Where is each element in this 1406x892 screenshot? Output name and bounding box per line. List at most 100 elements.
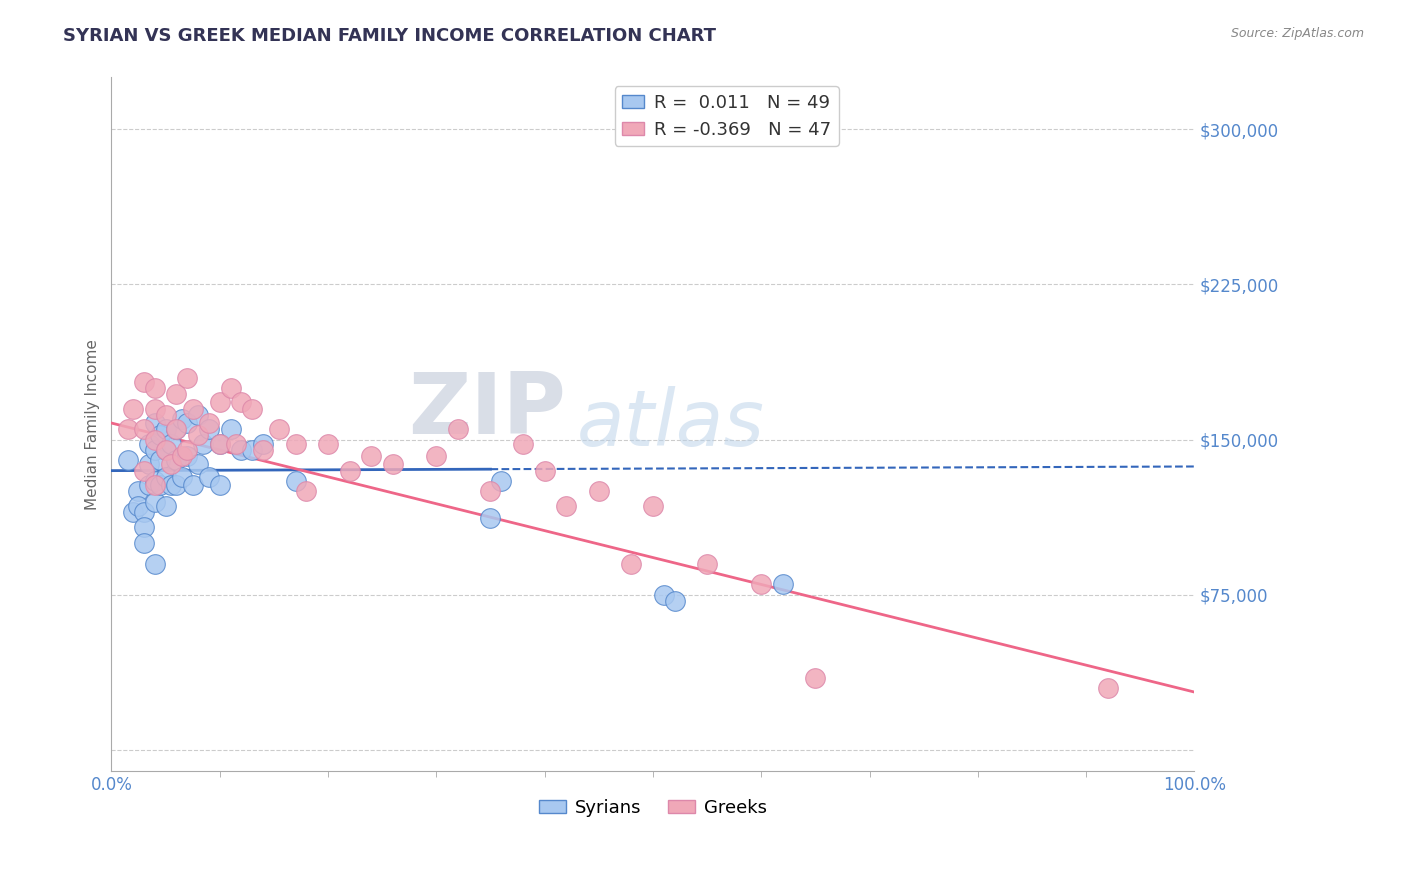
Point bbox=[588, 484, 610, 499]
Point bbox=[219, 422, 242, 436]
Point bbox=[122, 401, 145, 416]
Point bbox=[176, 416, 198, 430]
Legend: Syrians, Greeks: Syrians, Greeks bbox=[531, 791, 775, 824]
Point bbox=[155, 442, 177, 457]
Point bbox=[360, 449, 382, 463]
Point bbox=[117, 453, 139, 467]
Point bbox=[284, 474, 307, 488]
Point bbox=[122, 505, 145, 519]
Point bbox=[176, 370, 198, 384]
Point bbox=[143, 433, 166, 447]
Point bbox=[143, 557, 166, 571]
Point bbox=[664, 594, 686, 608]
Point bbox=[127, 499, 149, 513]
Point bbox=[208, 395, 231, 409]
Point bbox=[149, 453, 172, 467]
Text: ZIP: ZIP bbox=[409, 368, 567, 451]
Point bbox=[143, 442, 166, 457]
Y-axis label: Median Family Income: Median Family Income bbox=[86, 339, 100, 509]
Point bbox=[219, 381, 242, 395]
Point bbox=[240, 442, 263, 457]
Point bbox=[225, 436, 247, 450]
Text: Source: ZipAtlas.com: Source: ZipAtlas.com bbox=[1230, 27, 1364, 40]
Text: SYRIAN VS GREEK MEDIAN FAMILY INCOME CORRELATION CHART: SYRIAN VS GREEK MEDIAN FAMILY INCOME COR… bbox=[63, 27, 716, 45]
Point bbox=[176, 442, 198, 457]
Point bbox=[447, 422, 470, 436]
Point bbox=[696, 557, 718, 571]
Point bbox=[181, 401, 204, 416]
Point bbox=[132, 464, 155, 478]
Point bbox=[295, 484, 318, 499]
Point bbox=[160, 478, 183, 492]
Point bbox=[284, 436, 307, 450]
Point bbox=[772, 577, 794, 591]
Point bbox=[165, 387, 187, 401]
Point bbox=[143, 416, 166, 430]
Point bbox=[155, 442, 177, 457]
Point bbox=[749, 577, 772, 591]
Point bbox=[176, 449, 198, 463]
Point bbox=[149, 478, 172, 492]
Point bbox=[240, 401, 263, 416]
Point bbox=[165, 478, 187, 492]
Point bbox=[170, 470, 193, 484]
Point bbox=[533, 464, 555, 478]
Point bbox=[165, 422, 187, 436]
Point bbox=[641, 499, 664, 513]
Point bbox=[143, 401, 166, 416]
Point bbox=[160, 436, 183, 450]
Point bbox=[252, 436, 274, 450]
Point bbox=[491, 474, 513, 488]
Point bbox=[170, 449, 193, 463]
Point bbox=[155, 408, 177, 422]
Point bbox=[512, 436, 534, 450]
Point bbox=[143, 494, 166, 508]
Point bbox=[198, 422, 221, 436]
Point bbox=[149, 428, 172, 442]
Point bbox=[804, 671, 827, 685]
Point bbox=[138, 458, 160, 472]
Point bbox=[132, 505, 155, 519]
Point bbox=[138, 478, 160, 492]
Point bbox=[231, 395, 253, 409]
Point bbox=[138, 436, 160, 450]
Point bbox=[269, 422, 291, 436]
Point bbox=[165, 422, 187, 436]
Point bbox=[208, 436, 231, 450]
Point bbox=[555, 499, 578, 513]
Point bbox=[132, 375, 155, 389]
Point bbox=[155, 422, 177, 436]
Point bbox=[187, 408, 209, 422]
Point bbox=[165, 453, 187, 467]
Point bbox=[479, 484, 502, 499]
Point bbox=[620, 557, 643, 571]
Point bbox=[425, 449, 447, 463]
Point bbox=[652, 588, 675, 602]
Point bbox=[252, 442, 274, 457]
Text: atlas: atlas bbox=[576, 386, 765, 462]
Point bbox=[127, 484, 149, 499]
Point bbox=[382, 458, 405, 472]
Point bbox=[170, 412, 193, 426]
Point bbox=[143, 478, 166, 492]
Point bbox=[231, 442, 253, 457]
Point bbox=[181, 478, 204, 492]
Point bbox=[198, 470, 221, 484]
Point bbox=[117, 422, 139, 436]
Point bbox=[155, 470, 177, 484]
Point bbox=[1097, 681, 1119, 695]
Point bbox=[132, 422, 155, 436]
Point bbox=[208, 436, 231, 450]
Point bbox=[155, 499, 177, 513]
Point bbox=[132, 519, 155, 533]
Point bbox=[143, 474, 166, 488]
Point bbox=[208, 478, 231, 492]
Point bbox=[132, 536, 155, 550]
Point bbox=[198, 416, 221, 430]
Point bbox=[187, 458, 209, 472]
Point bbox=[479, 511, 502, 525]
Point bbox=[339, 464, 361, 478]
Point bbox=[160, 458, 183, 472]
Point bbox=[143, 381, 166, 395]
Point bbox=[193, 436, 215, 450]
